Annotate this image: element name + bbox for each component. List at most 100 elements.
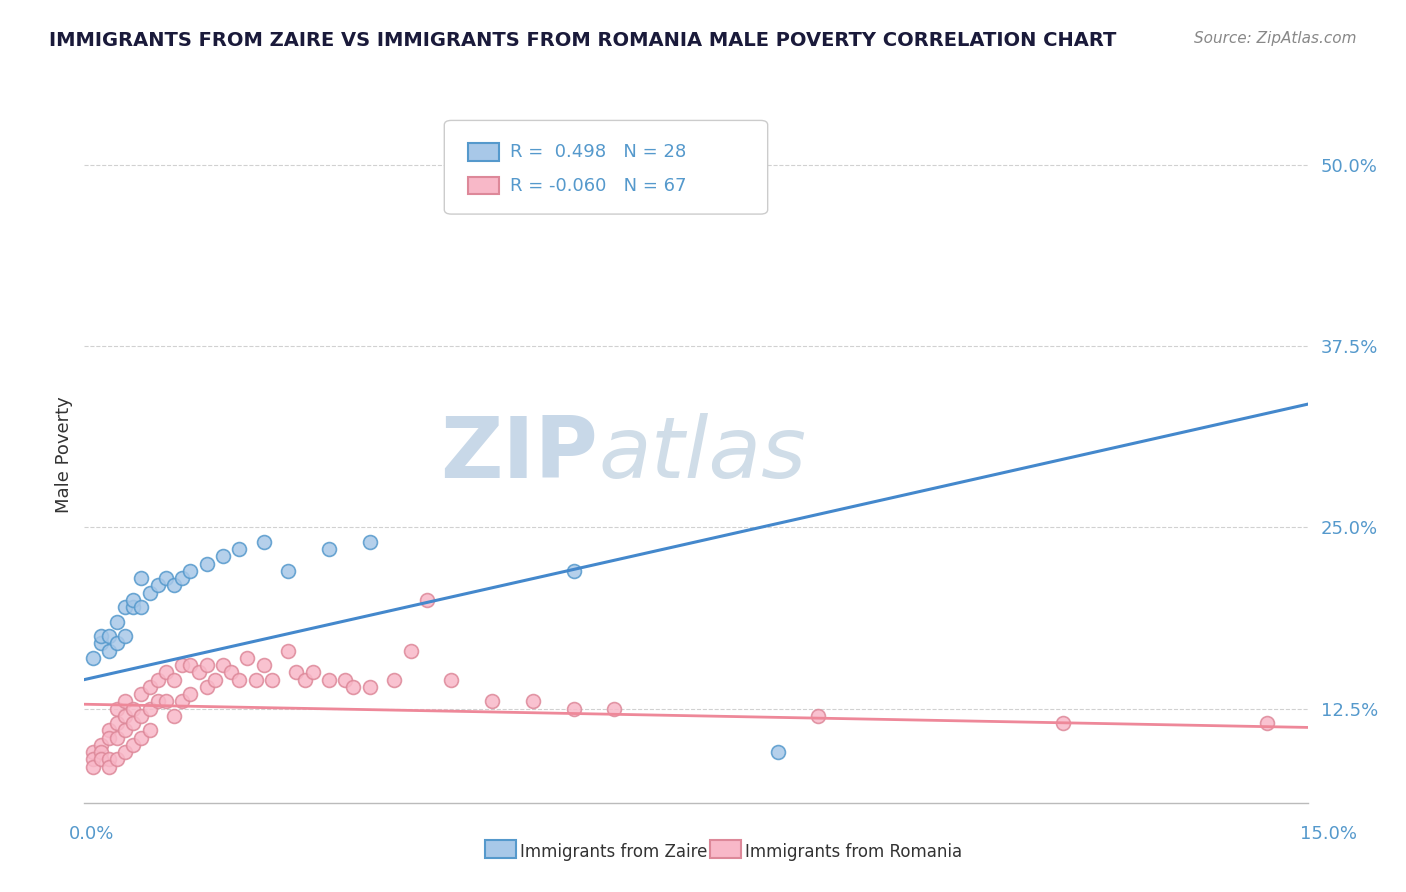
Point (253, 658, 276, 673)
Point (97, 629, 120, 643)
Point (97, 759, 120, 773)
Point (807, 708, 830, 723)
Point (82, 759, 104, 773)
Point (179, 658, 201, 673)
Point (90, 629, 112, 643)
Point (766, 745, 789, 759)
Point (82, 651, 104, 665)
Point (195, 680, 218, 694)
Point (105, 636, 128, 650)
Point (416, 592, 439, 607)
Point (163, 578, 186, 592)
Point (138, 701, 160, 715)
Point (105, 752, 128, 766)
Point (179, 564, 201, 578)
Point (399, 643, 422, 657)
Point (253, 535, 276, 549)
Point (245, 673, 267, 687)
Point (114, 708, 136, 723)
Point (163, 673, 186, 687)
Point (97, 752, 120, 766)
Text: ZIP: ZIP (440, 413, 598, 497)
Text: 15.0%: 15.0% (1301, 825, 1357, 843)
Point (155, 694, 177, 708)
Point (277, 564, 299, 578)
Point (195, 557, 218, 571)
Point (285, 665, 308, 680)
Y-axis label: Male Poverty: Male Poverty (55, 397, 73, 513)
Point (1052, 716, 1074, 731)
Text: Source: ZipAtlas.com: Source: ZipAtlas.com (1194, 31, 1357, 46)
Point (481, 694, 503, 708)
Point (187, 665, 209, 680)
Text: IMMIGRANTS FROM ZAIRE VS IMMIGRANTS FROM ROMANIA MALE POVERTY CORRELATION CHART: IMMIGRANTS FROM ZAIRE VS IMMIGRANTS FROM… (49, 31, 1116, 50)
Point (122, 738, 145, 752)
Text: R =  0.498   N = 28: R = 0.498 N = 28 (510, 143, 686, 161)
Point (82, 745, 104, 759)
Text: 0.0%: 0.0% (69, 825, 114, 843)
Point (146, 673, 169, 687)
Point (228, 542, 250, 557)
Text: Immigrants from Romania: Immigrants from Romania (745, 843, 962, 861)
Point (138, 723, 160, 738)
Point (219, 665, 242, 680)
Point (1256, 716, 1278, 731)
Point (131, 600, 153, 615)
Point (294, 673, 316, 687)
Point (179, 687, 201, 701)
Point (90, 636, 112, 650)
Point (97, 731, 120, 745)
Point (90, 738, 112, 752)
Point (114, 600, 136, 615)
Point (522, 694, 544, 708)
Point (228, 673, 250, 687)
Point (105, 615, 128, 629)
Point (114, 694, 136, 708)
Point (260, 673, 283, 687)
Point (212, 549, 235, 564)
Text: Immigrants from Zaire: Immigrants from Zaire (520, 843, 707, 861)
Point (155, 571, 177, 585)
Point (122, 716, 145, 731)
Point (359, 535, 381, 549)
Point (90, 752, 112, 766)
Point (131, 731, 153, 745)
Point (301, 665, 323, 680)
Point (138, 680, 160, 694)
Point (97, 723, 120, 738)
Point (105, 701, 128, 715)
Point (163, 708, 186, 723)
Point (131, 708, 153, 723)
Point (172, 694, 194, 708)
Point (603, 701, 626, 715)
Point (122, 592, 145, 607)
Point (105, 731, 128, 745)
Point (562, 701, 585, 715)
Point (562, 564, 585, 578)
Point (342, 680, 364, 694)
Point (335, 673, 357, 687)
Text: atlas: atlas (598, 413, 806, 497)
Point (122, 701, 145, 715)
Point (382, 673, 405, 687)
Point (236, 651, 259, 665)
Point (212, 658, 235, 673)
Point (114, 745, 136, 759)
Point (277, 643, 299, 657)
Point (172, 658, 194, 673)
Point (172, 571, 194, 585)
Point (359, 680, 381, 694)
Point (138, 585, 160, 599)
Point (90, 745, 112, 759)
Point (105, 716, 128, 731)
Point (204, 673, 226, 687)
Point (131, 571, 153, 585)
Point (131, 687, 153, 701)
Text: R = -0.060   N = 67: R = -0.060 N = 67 (510, 177, 688, 194)
Point (318, 542, 340, 557)
Point (440, 673, 463, 687)
Point (195, 658, 218, 673)
Point (318, 673, 340, 687)
Point (122, 600, 145, 615)
Point (155, 665, 177, 680)
